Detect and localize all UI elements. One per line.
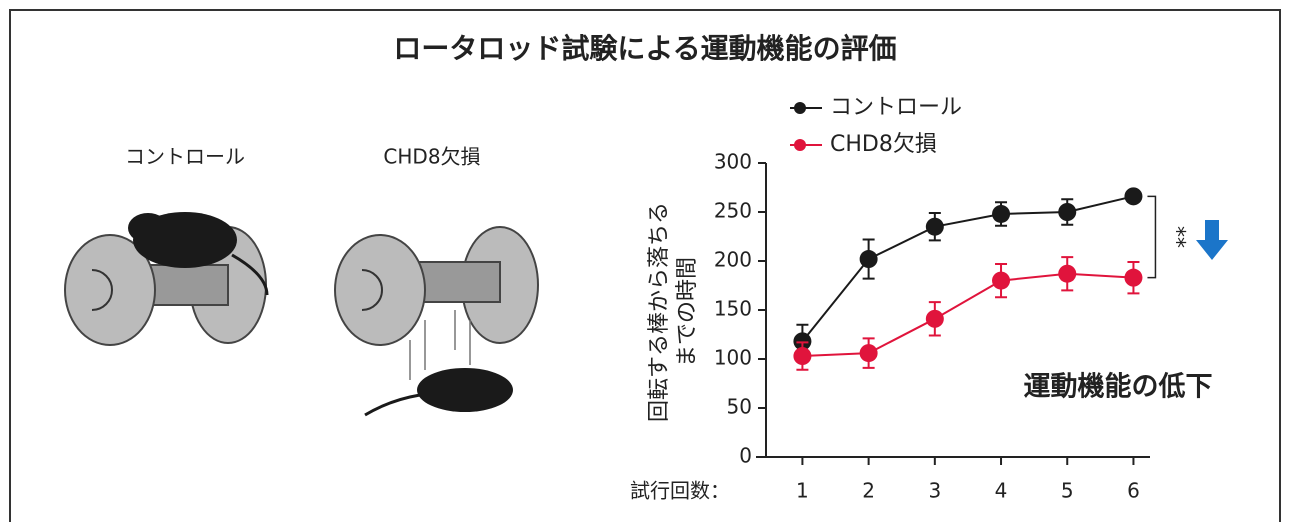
legend-marker (794, 139, 806, 151)
series-line (801, 195, 1134, 342)
y-tick-label: 150 (714, 297, 752, 321)
y-axis-label: 回転する棒から落ちる (647, 202, 672, 422)
marker (992, 271, 1011, 290)
y-axis-label: までの時間 (675, 257, 700, 367)
legend-label: コントロール (830, 95, 962, 120)
chart-title: ロータロッド試験による運動機能の評価 (393, 32, 896, 65)
annotation: 運動機能の低下 (1024, 371, 1213, 403)
x-tick-label: 3 (928, 479, 941, 503)
marker (859, 344, 878, 363)
marker (793, 347, 812, 366)
decline-arrow (1196, 220, 1228, 260)
y-tick-label: 300 (714, 150, 752, 174)
marker (1058, 264, 1077, 283)
rotarod-control (64, 212, 269, 346)
x-axis-label: 試行回数： (630, 479, 730, 503)
marker (992, 204, 1011, 223)
marker (1124, 268, 1143, 287)
frame (9, 9, 1281, 522)
y-tick-label: 0 (739, 444, 752, 468)
series-line (802, 272, 1134, 358)
y-tick-label: 100 (714, 346, 752, 370)
x-tick-label: 6 (1127, 479, 1140, 503)
rotarod-chd8 (334, 226, 539, 417)
marker (1124, 187, 1143, 206)
x-tick-label: 4 (995, 479, 1008, 503)
legend-marker (794, 102, 806, 114)
x-tick-label: 1 (796, 479, 809, 503)
y-tick-label: 200 (714, 248, 752, 272)
x-tick-label: 5 (1061, 479, 1074, 503)
significance-bracket (1147, 195, 1157, 279)
y-tick-label: 50 (727, 395, 752, 419)
marker (925, 309, 944, 328)
marker (859, 250, 878, 269)
legend-label: CHD8欠損 (830, 132, 937, 157)
illustration-label: コントロール (125, 145, 245, 169)
y-tick-label: 250 (714, 199, 752, 223)
illustration-label: CHD8欠損 (383, 145, 480, 169)
significance-label: ** (1163, 226, 1188, 248)
x-tick-label: 2 (862, 479, 875, 503)
marker (1058, 203, 1077, 221)
marker (925, 217, 944, 236)
